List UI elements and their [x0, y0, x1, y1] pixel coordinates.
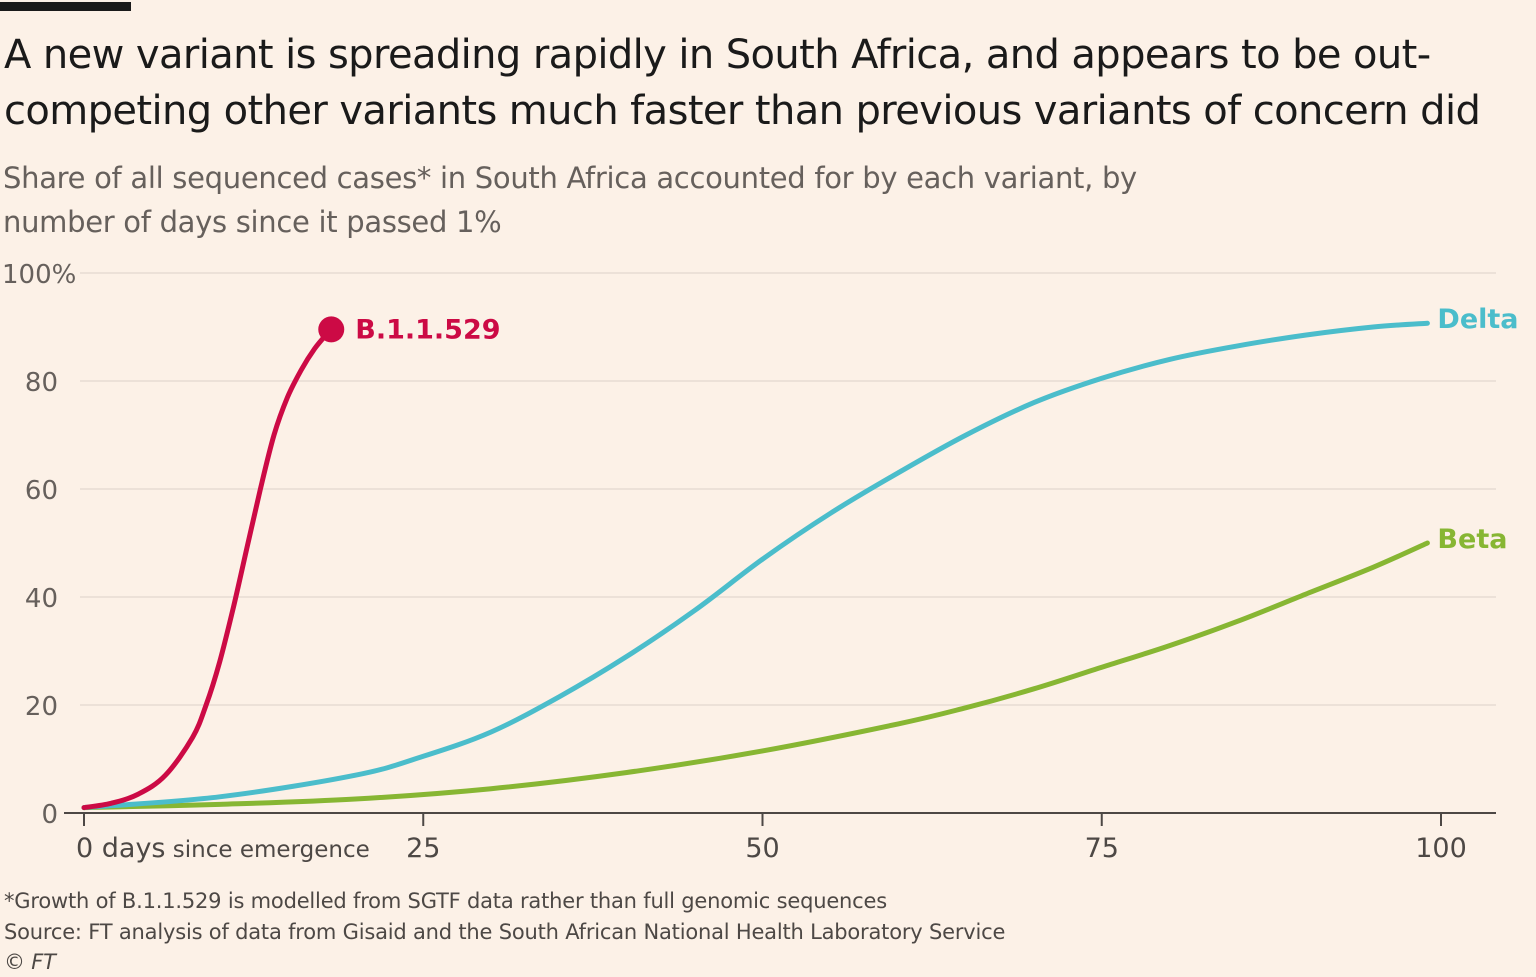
series-lines	[81, 316, 1430, 811]
x-tick-label-group: 0 days since emergence	[76, 833, 370, 864]
series-labels: Beta Delta B.1.1.529	[355, 304, 1518, 555]
y-tick-label: 100%	[2, 260, 76, 290]
x-tick-label: 75	[1085, 833, 1119, 864]
x-tick-label: 100	[1415, 833, 1467, 864]
series-label-b-1-1-529: B.1.1.529	[355, 314, 500, 345]
x-tick-label: 50	[745, 833, 779, 864]
y-tick-label: 20	[25, 692, 58, 722]
y-tick-label: 0	[41, 800, 58, 830]
x-tick-label: 25	[406, 833, 440, 864]
y-tick-label: 40	[25, 584, 58, 614]
series-label-beta: Beta	[1437, 524, 1507, 555]
x-tick-label-suffix: since emergence	[166, 837, 370, 863]
gridlines	[80, 272, 1496, 706]
line-chart: 0 20 40 60 80 100% 0 days since emergence 25 50 7…	[2, 260, 1519, 864]
chart-subtitle: Share of all sequenced cases* in South A…	[3, 161, 1137, 239]
credit: © FT	[4, 950, 56, 974]
axes: 0 20 40 60 80 100% 0 days since emergence 25 50 7…	[2, 260, 1496, 864]
source-note: Source: FT analysis of data from Gisaid …	[4, 920, 1006, 944]
series-end-marker-b-1-1-529	[318, 316, 345, 343]
series-line-delta	[81, 320, 1430, 811]
brand-bar	[0, 2, 131, 11]
x-tick-label: 0 days	[76, 833, 166, 864]
y-tick-label: 80	[25, 368, 58, 398]
series-line-beta	[81, 540, 1430, 811]
footnote: *Growth of B.1.1.529 is modelled from SG…	[4, 889, 887, 913]
chart-title: A new variant is spreading rapidly in So…	[4, 32, 1481, 134]
y-tick-label: 60	[25, 476, 58, 506]
series-label-delta: Delta	[1437, 304, 1518, 335]
series-line-b-1-1-529	[81, 329, 331, 811]
